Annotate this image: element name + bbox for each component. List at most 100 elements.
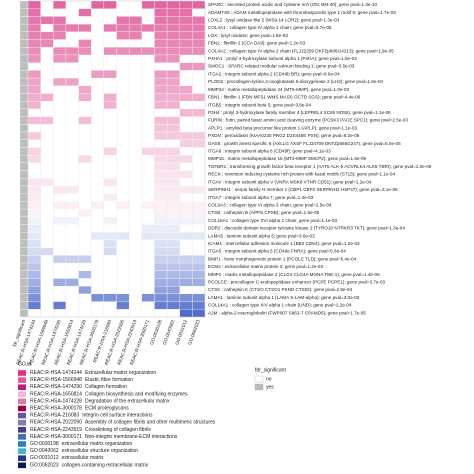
heatmap-cell — [166, 124, 180, 133]
fdr-cell — [19, 293, 29, 302]
row-label: LAMA1 : laminin subunit alpha 1 (LAMA S-… — [208, 295, 360, 300]
heatmap-cell — [192, 216, 206, 225]
legend-label: GO:0030198 extracellular matrix organizat… — [30, 441, 132, 447]
heatmap-cell — [179, 39, 193, 48]
heatmap-cell — [27, 193, 41, 202]
heatmap-cell — [154, 170, 168, 179]
legend-title: GO.id — [18, 361, 31, 367]
heatmap-cell — [116, 47, 130, 56]
heatmap-cell — [154, 286, 168, 295]
heatmap-cell — [179, 0, 193, 9]
heatmap-cell — [154, 278, 168, 287]
heatmap-cell — [154, 239, 168, 248]
row-label: RECK : reversion inducing cysteine rich … — [208, 172, 395, 177]
fdr-cell — [19, 85, 29, 94]
heatmap-cell — [154, 147, 168, 156]
heatmap-cell — [27, 0, 41, 9]
heatmap-cell — [78, 93, 92, 102]
heatmap-cell — [78, 154, 92, 164]
row-label: APLP1 : amyloid beta precursor like prot… — [208, 125, 357, 130]
row-label: LOXL2 : lysyl oxidase like 2 (WS9-14 LOR… — [208, 17, 340, 22]
heatmap-cell — [40, 16, 54, 25]
heatmap-cell — [128, 47, 142, 56]
legend-label: REAC:R-HSA-2022090 Assembly of collagen f… — [30, 420, 216, 426]
fdr-cell — [19, 124, 29, 133]
row-label: MMP2 : matrix metallopeptidase 2 (CLG4 C… — [208, 272, 380, 277]
fdr-cell — [19, 39, 29, 48]
heatmap-cell — [179, 154, 193, 164]
heatmap-cell — [27, 47, 41, 56]
heatmap-cell — [27, 201, 41, 210]
heatmap-cell — [53, 278, 67, 287]
fdr-cell — [19, 232, 29, 241]
heatmap-cell — [103, 101, 117, 110]
legend-swatch — [18, 377, 26, 383]
heatmap-cell — [154, 85, 168, 94]
heatmap-cell — [103, 47, 117, 56]
heatmap-cell — [103, 23, 117, 32]
heatmap-cell — [192, 255, 206, 264]
fdr-cell — [19, 309, 29, 318]
legend-swatch — [18, 370, 26, 376]
heatmap-cell — [103, 193, 117, 202]
heatmap-cell — [27, 131, 41, 140]
heatmap-cell — [27, 301, 41, 310]
fdr-cell — [19, 270, 29, 279]
heatmap-cell — [65, 77, 79, 86]
row-label: COL6A3 : collagen type VI alpha 3 chain;… — [208, 202, 332, 207]
heatmap-cell — [53, 201, 67, 210]
heatmap-cell — [78, 85, 92, 94]
heatmap-cell — [166, 147, 180, 156]
heatmap-cell — [27, 185, 41, 194]
legend-label: REAC:R-HSA-3000171 Non-integrin membrane-… — [30, 434, 178, 440]
heatmap-cell — [103, 147, 117, 156]
fdr-cell — [19, 139, 29, 148]
heatmap-cell — [154, 54, 168, 63]
row-label: ADAMTS6 : ADAM metallopeptidase with thr… — [208, 10, 396, 15]
heatmap-cell — [179, 201, 193, 210]
heatmap-cell — [192, 0, 206, 9]
heatmap-cell — [179, 309, 193, 318]
heatmap-cell — [103, 232, 117, 241]
heatmap-cell — [166, 0, 180, 9]
legend-label: REAC:R-HSA-1474228 Degradation of the ext… — [30, 399, 170, 405]
heatmap-cell — [154, 224, 168, 233]
fdr-cell — [19, 262, 29, 271]
heatmap-cell — [27, 154, 41, 164]
fdr-legend-label: no — [266, 376, 272, 382]
heatmap-cell — [27, 270, 41, 279]
heatmap-cell — [192, 47, 206, 56]
heatmap-cell — [27, 70, 41, 79]
heatmap-cell — [65, 47, 79, 56]
fdr-cell — [19, 278, 29, 287]
legend-name: Crosslinking of collagen fibrils — [85, 427, 151, 433]
heatmap-cell — [154, 47, 168, 56]
heatmap-cell — [192, 232, 206, 241]
heatmap-cell — [103, 0, 117, 9]
heatmap-cell — [154, 116, 168, 125]
heatmap-cell — [78, 255, 92, 264]
heatmap-cell — [65, 201, 79, 210]
heatmap-cell — [91, 201, 105, 210]
heatmap-cell — [192, 208, 206, 217]
heatmap-cell — [179, 31, 193, 40]
heatmap-cell — [166, 278, 180, 287]
legend-label: GO:0043062 extracellular structure organi… — [30, 448, 138, 454]
heatmap-cell — [53, 23, 67, 32]
legend-name: extracellular matrix organization — [62, 441, 133, 447]
fdr-cell — [19, 224, 29, 233]
heatmap-cell — [192, 39, 206, 48]
heatmap-cell — [116, 301, 130, 310]
heatmap-cell — [154, 185, 168, 194]
heatmap-cell — [166, 224, 180, 233]
heatmap-cell — [27, 147, 41, 156]
heatmap-cell — [166, 39, 180, 48]
heatmap-cell — [166, 162, 180, 171]
row-label: COL4A2 : collagen type IV alpha 2 chain … — [208, 48, 394, 53]
legend-swatch — [18, 462, 26, 469]
heatmap-cell — [40, 247, 54, 256]
heatmap-cell — [27, 93, 41, 102]
heatmap-cell — [65, 255, 79, 264]
heatmap-cell — [166, 16, 180, 25]
